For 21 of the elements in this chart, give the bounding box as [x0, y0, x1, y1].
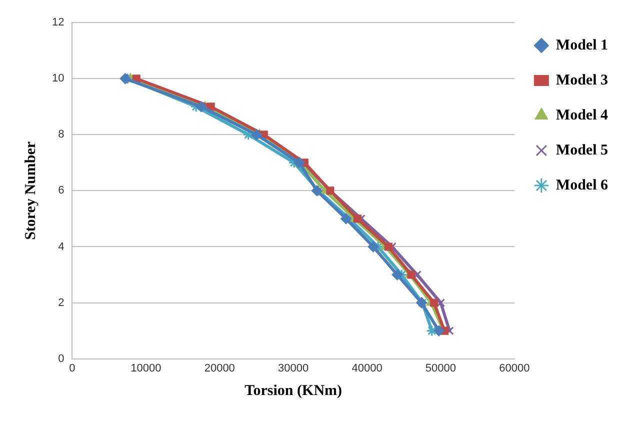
x-tick-label: 50000	[425, 362, 456, 374]
legend-label: Model 3	[556, 72, 608, 88]
legend-label: Model 6	[556, 177, 608, 194]
x-tick-label: 40000	[352, 362, 382, 374]
y-tick-label: 12	[52, 16, 64, 29]
legend-label: Model 4	[556, 107, 608, 124]
x-axis-title: Torsion (KNm)	[244, 382, 342, 399]
x-tick-label: 20000	[204, 362, 235, 374]
x-tick-label: 0	[69, 362, 76, 374]
y-tick-label: 10	[52, 72, 64, 85]
y-axis-title: Storey Number	[22, 141, 39, 240]
x-tick-label: 10000	[130, 362, 162, 374]
x-tick-label: 60000	[499, 362, 530, 374]
legend-label: Model 1	[556, 37, 608, 54]
legend-label: Model 5	[556, 142, 608, 158]
y-tick-label: 4	[58, 240, 64, 253]
y-tick-label: 6	[58, 184, 64, 197]
y-tick-label: 8	[58, 128, 64, 141]
y-tick-label: 0	[58, 352, 64, 365]
x-tick-label: 30000	[278, 362, 309, 374]
y-tick-label: 2	[58, 296, 64, 309]
